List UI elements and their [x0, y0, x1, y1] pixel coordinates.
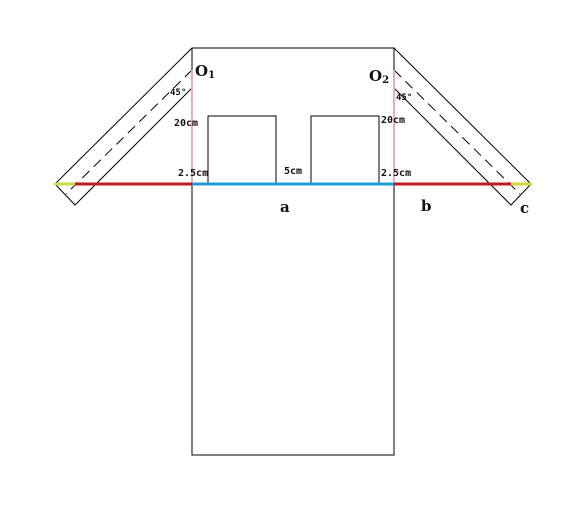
label-o2: O2	[369, 67, 389, 86]
label-segment-c: c	[520, 199, 529, 217]
right-sleeve-outline	[393, 47, 532, 206]
label-o2-main: O	[369, 67, 382, 85]
label-gap: 5cm	[284, 166, 302, 177]
label-o1: O1	[195, 62, 215, 81]
label-height-left: 20cm	[174, 118, 198, 129]
label-angle-left: 45°	[170, 88, 186, 98]
label-angle-right: 45°	[396, 93, 412, 103]
body-rect	[191, 47, 395, 456]
label-offset-left: 2.5cm	[178, 168, 208, 179]
label-height-right: 20cm	[381, 115, 405, 126]
left-inner-square	[207, 115, 277, 185]
label-o2-sub: 2	[382, 75, 389, 86]
label-segment-a: a	[280, 198, 290, 216]
label-o1-main: O	[195, 62, 208, 80]
right-inner-square	[310, 115, 380, 185]
right-sleeve-centerline	[393, 69, 521, 195]
label-o1-sub: 1	[208, 70, 215, 81]
label-offset-right: 2.5cm	[381, 168, 411, 179]
left-sleeve-centerline	[65, 69, 193, 195]
left-sleeve-outline	[54, 47, 193, 206]
label-segment-b: b	[421, 197, 432, 215]
